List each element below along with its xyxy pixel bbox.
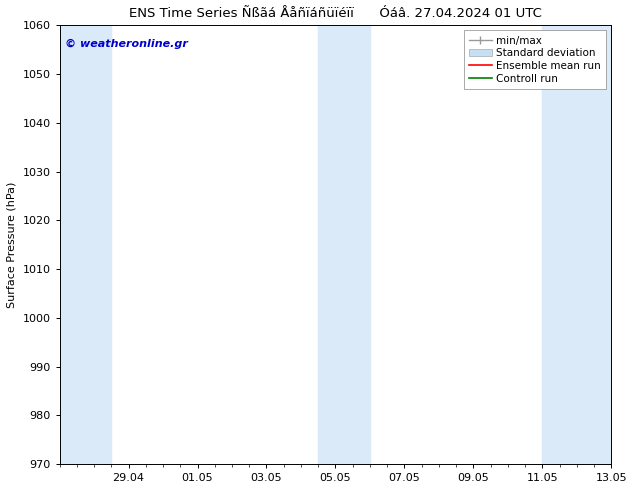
Bar [318, 25, 370, 464]
Bar [60, 25, 112, 464]
Title: ENS Time Series Ñßãá Ååñïáñüïéïï      Óáâ. 27.04.2024 01 UTC: ENS Time Series Ñßãá Ååñïáñüïéïï Óáâ. 27… [129, 7, 542, 20]
Y-axis label: Surface Pressure (hPa): Surface Pressure (hPa) [7, 181, 17, 308]
Bar [542, 25, 611, 464]
Legend: min/max, Standard deviation, Ensemble mean run, Controll run: min/max, Standard deviation, Ensemble me… [464, 30, 606, 89]
Text: © weatheronline.gr: © weatheronline.gr [65, 38, 188, 49]
